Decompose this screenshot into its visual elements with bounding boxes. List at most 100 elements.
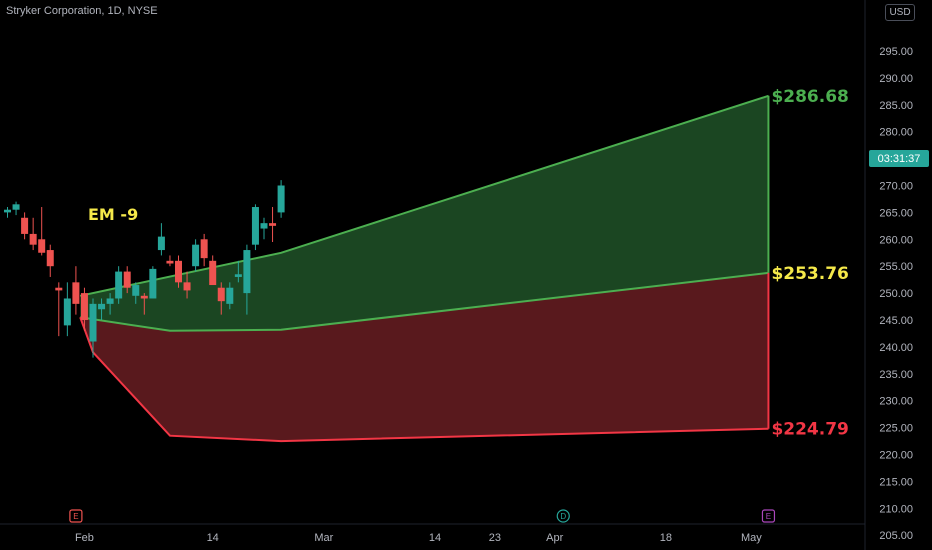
event-marker-label: E [766, 512, 771, 521]
candle [12, 201, 20, 216]
time-tick: Mar [314, 532, 333, 544]
candle-body [192, 244, 200, 267]
candle [123, 266, 131, 294]
candle-body [217, 287, 225, 302]
candle [217, 282, 225, 315]
upper-zone [80, 95, 769, 331]
candle-body [12, 204, 20, 210]
candle [251, 204, 259, 251]
countdown-label: 03:31:37 [878, 153, 921, 165]
candle [106, 293, 114, 315]
candle [4, 207, 11, 218]
price-tick: 230.00 [879, 396, 913, 408]
event-marker-shape [761, 509, 776, 523]
price-tick: 250.00 [879, 288, 913, 300]
price-tick: 245.00 [879, 315, 913, 327]
candle [175, 255, 182, 288]
mid-line [80, 271, 769, 332]
event-marker-shape [69, 509, 83, 523]
candle-body [4, 209, 11, 213]
candle-body [183, 282, 191, 291]
candle [226, 282, 234, 310]
level-label-lower: $224.79 [771, 420, 848, 440]
candle [209, 255, 217, 286]
expected-move-zones [79, 94, 770, 443]
candle [72, 266, 80, 315]
event-marker-label: E [73, 512, 78, 521]
candle-body [200, 239, 208, 259]
price-tick: 220.00 [879, 450, 913, 462]
candle [243, 244, 251, 315]
candle-body [72, 282, 80, 304]
candle-body [80, 293, 88, 320]
candle-body [115, 271, 123, 299]
price-tick: 210.00 [879, 503, 913, 515]
candle [29, 217, 37, 251]
candle [132, 282, 140, 304]
price-tick: 215.00 [879, 476, 913, 488]
candle [21, 212, 29, 240]
lower-line [79, 316, 769, 443]
candle-body [175, 260, 182, 283]
price-tick: 280.00 [879, 127, 913, 139]
price-axis[interactable]: 205.00 210.00 215.00 220.00 225.00 230.00 235.… [879, 46, 913, 542]
candle-body [98, 303, 106, 310]
candle [192, 239, 200, 272]
lower-zone [80, 272, 769, 442]
price-tick: 235.00 [879, 369, 913, 381]
price-tick: 225.00 [879, 423, 913, 435]
candle [80, 287, 88, 331]
upper-line [79, 94, 769, 297]
candle [269, 207, 277, 242]
candlesticks [4, 180, 285, 358]
price-tick: 295.00 [879, 46, 913, 58]
event-marker: D [556, 509, 570, 523]
price-tick: 265.00 [879, 207, 913, 219]
candle-body [260, 223, 268, 229]
time-tick: Apr [546, 532, 563, 544]
candle [89, 298, 97, 358]
candle-body [277, 185, 285, 213]
candle-body [106, 298, 114, 304]
candle [200, 233, 208, 267]
event-marker: E [69, 509, 83, 523]
time-tick: 23 [489, 532, 501, 544]
event-marker-label: D [560, 512, 566, 521]
time-tick: Feb [75, 532, 94, 544]
candle [157, 223, 165, 256]
candle-body [132, 285, 140, 296]
price-tick: 205.00 [879, 530, 913, 542]
candle [260, 217, 268, 240]
symbol-title[interactable]: Stryker Corporation, 1D, NYSE [6, 5, 158, 17]
time-tick: 14 [429, 532, 441, 544]
candle [140, 293, 148, 315]
candle-body [157, 236, 165, 251]
event-marker: E [761, 509, 776, 523]
candle [55, 282, 63, 337]
candle-body [38, 239, 46, 253]
currency-button[interactable]: USD [885, 4, 915, 21]
candle-body [269, 223, 277, 226]
candle-body [63, 298, 71, 326]
time-axis[interactable]: Feb 14 Mar 14 23 Apr 18 May [75, 532, 762, 544]
candle-body [234, 274, 242, 277]
time-tick: 18 [660, 532, 672, 544]
price-tick: 240.00 [879, 342, 913, 354]
candle-body [140, 295, 148, 299]
candle [277, 180, 285, 218]
candle [149, 266, 157, 299]
candle [63, 282, 71, 337]
time-tick: May [741, 532, 762, 544]
candle-body [21, 217, 29, 234]
price-tick: 270.00 [879, 181, 913, 193]
candle [234, 260, 242, 283]
candle [38, 207, 46, 256]
candle-body [243, 250, 251, 294]
price-tick: 285.00 [879, 100, 913, 112]
price-tick: 290.00 [879, 73, 913, 85]
candle-body [209, 260, 217, 286]
candle-body [166, 260, 174, 264]
event-marker-shape [556, 509, 570, 523]
candle-body [149, 268, 157, 299]
